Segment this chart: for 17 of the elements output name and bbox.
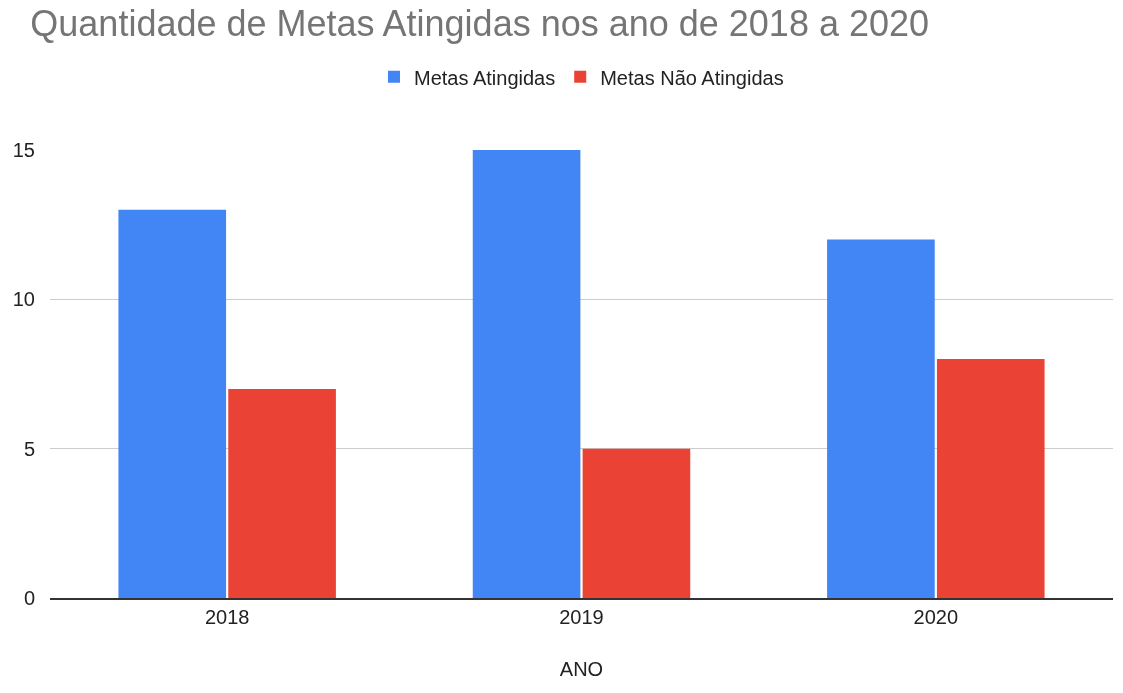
y-tick-label: 5 [23,437,35,460]
bar [228,388,336,598]
x-tick-label: 2020 [913,605,959,628]
chart-title: Quantidade de Metas Atingidas nos ano de 2018 a 2020 [30,2,930,44]
legend-label: Metas Atingidas [414,66,556,89]
x-tick-label: 2019 [559,605,604,628]
bar [472,150,581,598]
x-tick-label: 2018 [204,605,250,628]
y-tick-label: 10 [12,288,35,311]
bar [118,209,227,598]
y-tick-label: 15 [12,139,35,161]
bar [582,448,691,598]
bar [936,359,1045,598]
x-axis-title: ANO [559,657,604,680]
legend-label: Metas Não Atingidas [600,66,784,89]
y-tick-label: 0 [23,587,35,609]
bar [827,239,935,598]
